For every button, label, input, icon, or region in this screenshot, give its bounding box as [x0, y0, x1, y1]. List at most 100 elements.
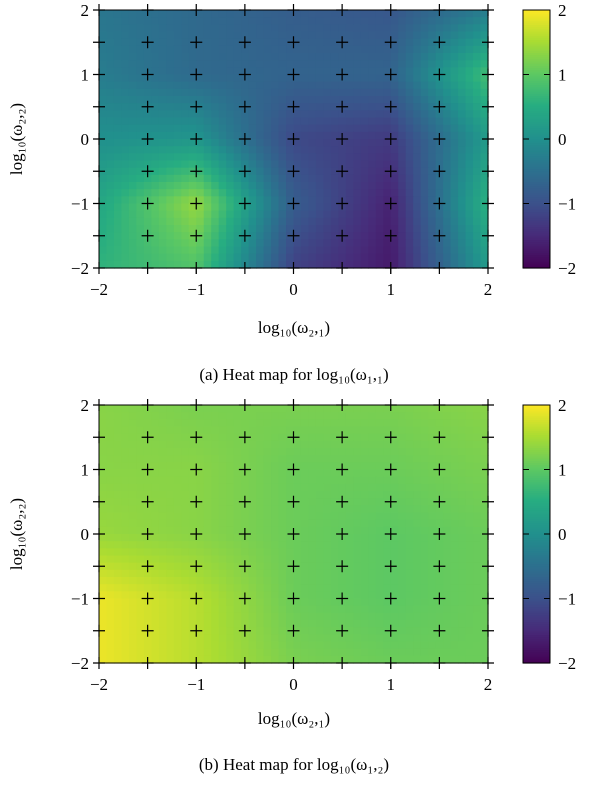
heatmap-cell	[420, 24, 429, 33]
heatmap-cell	[256, 225, 265, 233]
heatmap-cell	[345, 31, 354, 40]
heatmap-cell	[181, 634, 190, 643]
heatmap-cell	[278, 146, 287, 154]
heatmap-cell	[113, 655, 123, 664]
heatmap-cell	[121, 476, 130, 485]
heatmap-cell	[435, 88, 444, 97]
heatmap-cell	[226, 24, 235, 33]
heatmap-cell	[465, 210, 474, 219]
colorbar-band	[523, 473, 550, 477]
heatmap-cell	[360, 253, 369, 262]
colorbar-band	[523, 428, 550, 432]
heatmap-cell	[353, 131, 362, 140]
heatmap-cell	[256, 88, 265, 97]
heatmap-cell	[99, 17, 108, 25]
heatmap-cell	[315, 491, 325, 499]
heatmap-cell	[375, 88, 384, 97]
heatmap-cell	[211, 426, 220, 435]
heatmap-cell	[443, 562, 452, 571]
heatmap-cell	[360, 103, 369, 111]
heatmap-cell	[106, 605, 115, 614]
heatmap-cell	[233, 562, 242, 571]
heatmap-cell	[181, 569, 190, 578]
heatmap-cell	[271, 96, 280, 104]
heatmap-cell	[241, 239, 250, 248]
heatmap-cell	[420, 569, 429, 578]
heatmap-cell	[308, 182, 317, 190]
heatmap-cell	[226, 131, 235, 140]
heatmap-cell	[330, 483, 339, 492]
heatmap-cell	[271, 569, 280, 578]
heatmap-cell	[211, 31, 220, 40]
heatmap-cell	[263, 174, 272, 183]
heatmap-cell	[263, 505, 272, 514]
heatmap-cell	[458, 174, 467, 183]
heatmap-cell	[465, 139, 474, 147]
heatmap-cell	[443, 139, 452, 147]
heatmap-cell	[121, 605, 130, 614]
heatmap-cell	[211, 131, 220, 140]
heatmap-cell	[211, 124, 220, 133]
heatmap-cell	[465, 555, 474, 564]
heatmap-cell	[99, 131, 108, 140]
heatmap-cell	[428, 512, 437, 521]
heatmap-cell	[121, 253, 130, 262]
heatmap-cell	[428, 462, 437, 471]
colorbar-band	[523, 126, 550, 129]
heatmap-cell	[106, 60, 115, 68]
heatmap-cell	[203, 60, 212, 68]
heatmap-cell	[420, 534, 429, 542]
heatmap-cell	[128, 260, 137, 269]
heatmap-cell	[158, 519, 167, 528]
heatmap-cell	[375, 74, 384, 83]
heatmap-cell	[218, 412, 227, 420]
heatmap-cell	[286, 260, 295, 269]
heatmap-cell	[263, 526, 272, 535]
heatmap-cell	[375, 655, 384, 664]
heatmap-cell	[390, 598, 399, 607]
heatmap-cell	[330, 433, 339, 442]
heatmap-cell	[390, 124, 399, 133]
heatmap-cell	[248, 541, 257, 549]
heatmap-cell	[450, 96, 459, 104]
heatmap-cell	[121, 448, 130, 456]
heatmap-cell	[375, 605, 384, 614]
heatmap-cell	[106, 526, 115, 535]
heatmap-cell	[226, 476, 235, 485]
heatmap-cell	[405, 455, 414, 463]
heatmap-cell	[121, 60, 130, 68]
heatmap-cell	[450, 81, 459, 90]
sample-marker	[141, 560, 154, 573]
heatmap-cell	[360, 483, 369, 492]
heatmap-cell	[390, 203, 399, 212]
heatmap-cell	[233, 139, 242, 147]
colorbar-band	[523, 615, 550, 619]
heatmap-cell	[136, 541, 145, 549]
heatmap-cell	[203, 167, 212, 176]
colorbar-band	[523, 158, 550, 162]
heatmap-cell	[420, 110, 429, 119]
heatmap-cell	[308, 10, 317, 18]
heatmap-cell	[271, 189, 280, 197]
heatmap-cell	[256, 620, 265, 628]
heatmap-cell	[315, 153, 325, 162]
heatmap-cell	[360, 17, 369, 25]
heatmap-cell	[368, 526, 377, 535]
heatmap-cell	[226, 153, 235, 162]
heatmap-cell	[428, 440, 437, 449]
heatmap-cell	[398, 505, 407, 514]
heatmap-cell	[315, 641, 325, 650]
heatmap-cell	[263, 146, 272, 154]
heatmap-cell	[428, 110, 437, 119]
heatmap-cell	[323, 139, 332, 147]
heatmap-cell	[390, 612, 399, 621]
sample-marker	[482, 36, 494, 49]
heatmap-cell	[360, 584, 369, 592]
heatmap-cell	[106, 225, 115, 233]
heatmap-cell	[330, 419, 339, 428]
heatmap-cell	[353, 10, 362, 18]
heatmap-cell	[443, 167, 452, 176]
heatmap-cell	[413, 24, 422, 33]
heatmap-cell	[293, 88, 302, 97]
heatmap-cell	[128, 124, 137, 133]
